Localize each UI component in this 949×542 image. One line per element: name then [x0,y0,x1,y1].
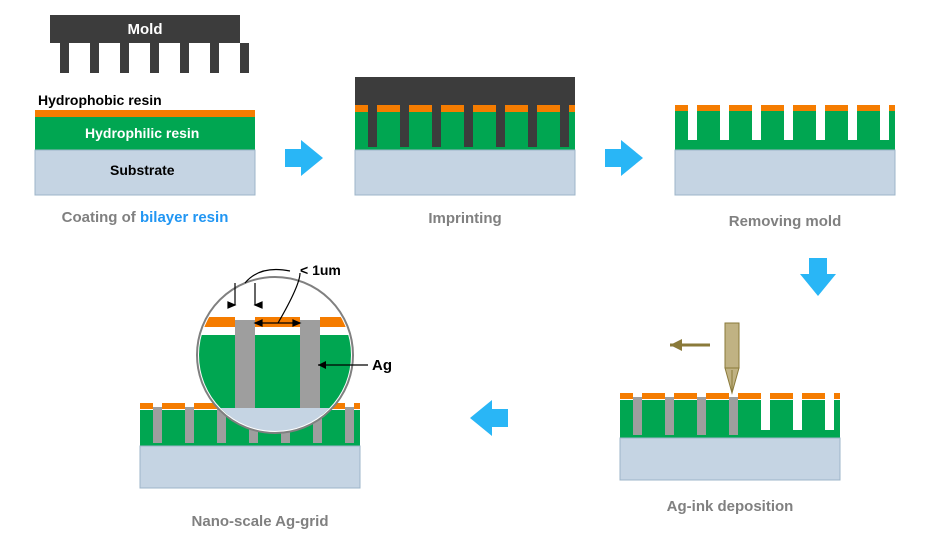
hydrophobic-label: Hydrophobic resin [38,92,162,108]
hydrophilic-label: Hydrophilic resin [85,125,199,141]
arrow-4-5 [470,400,508,436]
pen-icon [725,323,739,393]
step-coating: Mold Hydrophobic resin Hydrophilic resin… [20,10,270,226]
step-nanogrid: < 1um Ag Nano-scale Ag-grid [100,265,420,530]
mold-label: Mold [128,21,163,38]
nanogrid-diagram: < 1um Ag [100,265,420,500]
imprinting-diagram [340,72,590,197]
caption-step2: Imprinting [340,210,590,227]
caption-step4: Ag-ink deposition [590,498,870,515]
dimension-label: < 1um [300,265,341,278]
pen-arrow-icon [670,339,710,351]
step-imprinting: Imprinting [340,72,590,227]
caption-step5: Nano-scale Ag-grid [100,513,420,530]
ag-label: Ag [372,357,392,374]
arrow-3-4 [800,258,836,296]
step-removing: Removing mold [660,100,910,230]
hydrophobic-layer [35,110,255,117]
deposition-diagram [590,315,870,485]
substrate-label: Substrate [110,162,175,178]
caption-step3: Removing mold [660,213,910,230]
arrow-1-2 [285,140,323,176]
removing-diagram [660,100,910,200]
arrow-2-3 [605,140,643,176]
step-deposition: Ag-ink deposition [590,315,870,515]
caption-step1: Coating of bilayer resin [20,209,270,226]
